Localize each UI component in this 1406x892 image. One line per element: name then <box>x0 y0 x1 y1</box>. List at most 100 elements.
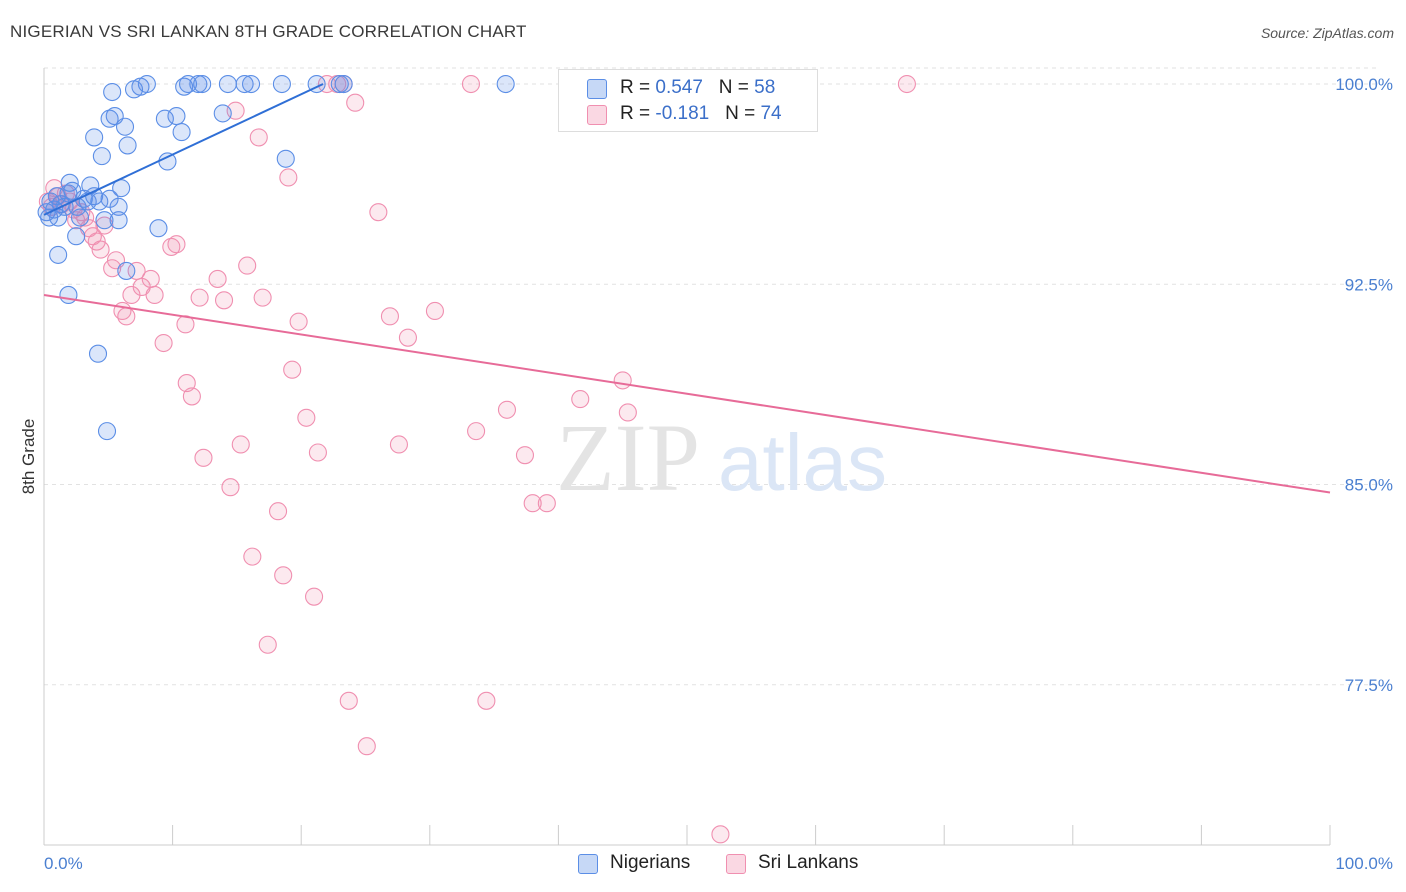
sri-lankan-point <box>208 269 227 288</box>
legend-n-value: 74 <box>760 103 782 124</box>
sri-lankan-point <box>515 446 535 465</box>
legend-r-value: -0.181 <box>655 103 710 124</box>
sri-lankan-point <box>269 502 288 521</box>
sri-lankan-point <box>91 240 110 259</box>
x-tick-label: 100.0% <box>1335 854 1393 873</box>
sri-lankan-point <box>523 494 542 513</box>
watermark-zip: ZIP <box>556 404 700 511</box>
nigerian-point <box>67 227 86 246</box>
nigerian-point <box>70 208 90 227</box>
nigerian-point <box>193 74 212 94</box>
legend-swatch-nigerians <box>587 79 607 99</box>
nigerian-point <box>59 285 78 305</box>
sri-lankan-point <box>711 825 730 844</box>
sri-lankans-trend-line <box>43 293 1331 494</box>
sri-lankan-point <box>221 478 240 497</box>
sri-lankan-point <box>477 691 496 710</box>
nigerian-point <box>272 74 291 94</box>
legend-r-value: 0.547 <box>655 77 703 98</box>
sri-lankan-point <box>194 448 213 467</box>
sri-lankan-point <box>297 408 316 427</box>
x-tick-label: 0.0% <box>44 854 83 873</box>
sri-lankan-point <box>127 261 146 280</box>
sri-lankan-point <box>571 390 590 409</box>
nigerian-point <box>189 74 208 94</box>
sri-lankan-point <box>283 360 302 379</box>
source-label: Source: ZipAtlas.com <box>1260 25 1394 41</box>
nigerian-point <box>109 211 128 230</box>
legend-n-value: 58 <box>754 77 776 98</box>
legend-swatch-sri-lankans <box>587 105 607 125</box>
sri-lankan-point <box>613 371 632 390</box>
y-axis-label: 8th Grade <box>19 419 38 495</box>
sri-lankan-point <box>308 443 327 462</box>
series-legend: Nigerians Sri Lankans <box>0 852 1406 878</box>
legend-label-sri-lankans: Sri Lankans <box>758 852 859 873</box>
sri-lankan-point <box>369 203 388 222</box>
nigerian-point <box>95 211 114 230</box>
sri-lankan-point <box>258 635 277 654</box>
nigerian-point <box>92 147 111 166</box>
legend-swatch-nigerians <box>578 854 598 874</box>
tick-labels: 100.0% 92.5% 85.0% 77.5% 0.0% 100.0% 8th Grade <box>19 75 1393 873</box>
sri-lankan-point <box>249 128 268 147</box>
sri-lankan-point <box>274 566 293 585</box>
sri-lankan-point <box>145 285 164 305</box>
sri-lankan-point <box>141 269 160 288</box>
sri-lankan-point <box>214 291 234 310</box>
legend-n-label: N = <box>725 103 761 124</box>
trend-lines <box>43 83 1331 494</box>
correlation-legend: R = 0.547 N = 58 R = -0.181 N = 74 <box>558 69 818 132</box>
nigerian-point <box>330 74 349 94</box>
nigerian-point <box>172 123 191 142</box>
legend-r-label: R = <box>620 103 656 124</box>
sri-lankan-point <box>289 312 308 331</box>
nigerian-point <box>117 261 136 280</box>
nigerian-point <box>118 136 137 155</box>
sri-lankan-point <box>117 307 136 326</box>
sri-lankan-point <box>467 422 486 441</box>
y-tick-label: 100.0% <box>1335 75 1393 94</box>
sri-lankan-point <box>253 288 272 307</box>
sri-lankan-point <box>618 403 637 422</box>
y-tick-label: 77.5% <box>1345 676 1393 695</box>
nigerian-point <box>178 74 198 94</box>
sri-lankan-point <box>167 235 186 254</box>
sri-lankan-point <box>346 93 365 112</box>
sri-lankan-point <box>154 333 173 353</box>
nigerian-point <box>496 74 515 94</box>
sri-lankan-point <box>461 74 481 94</box>
nigerian-point <box>97 422 117 441</box>
sri-lankan-point <box>231 435 250 454</box>
sri-lankan-point <box>897 74 916 94</box>
nigerian-point <box>218 74 237 94</box>
nigerians-points <box>37 74 515 441</box>
sri-lankan-point <box>238 256 257 275</box>
legend-n-label: N = <box>718 77 755 98</box>
sri-lankan-point <box>162 237 181 256</box>
watermark-atlas: atlas <box>718 418 887 507</box>
sri-lankan-point <box>182 387 201 406</box>
nigerian-point <box>241 74 261 94</box>
sri-lankan-point <box>279 168 298 187</box>
sri-lankan-point <box>398 328 417 347</box>
sri-lankan-point <box>389 435 408 454</box>
legend-label-nigerians: Nigerians <box>610 852 691 873</box>
nigerian-point <box>49 245 68 264</box>
legend-swatch-sri-lankans <box>726 854 746 874</box>
sri-lankan-point <box>177 374 196 393</box>
nigerian-point <box>158 152 177 171</box>
nigerian-point <box>60 173 79 192</box>
legend-r-label: R = <box>620 77 656 98</box>
nigerian-point <box>100 109 119 128</box>
nigerian-point <box>334 74 353 94</box>
nigerians-trend-line <box>43 83 324 216</box>
nigerian-point <box>155 109 174 128</box>
axes <box>43 68 1331 846</box>
sri-lankan-point <box>425 301 444 321</box>
grid-lines <box>44 67 1380 686</box>
sri-lankan-point <box>305 587 324 606</box>
sri-lankan-point <box>497 400 517 419</box>
nigerian-point <box>149 219 168 238</box>
